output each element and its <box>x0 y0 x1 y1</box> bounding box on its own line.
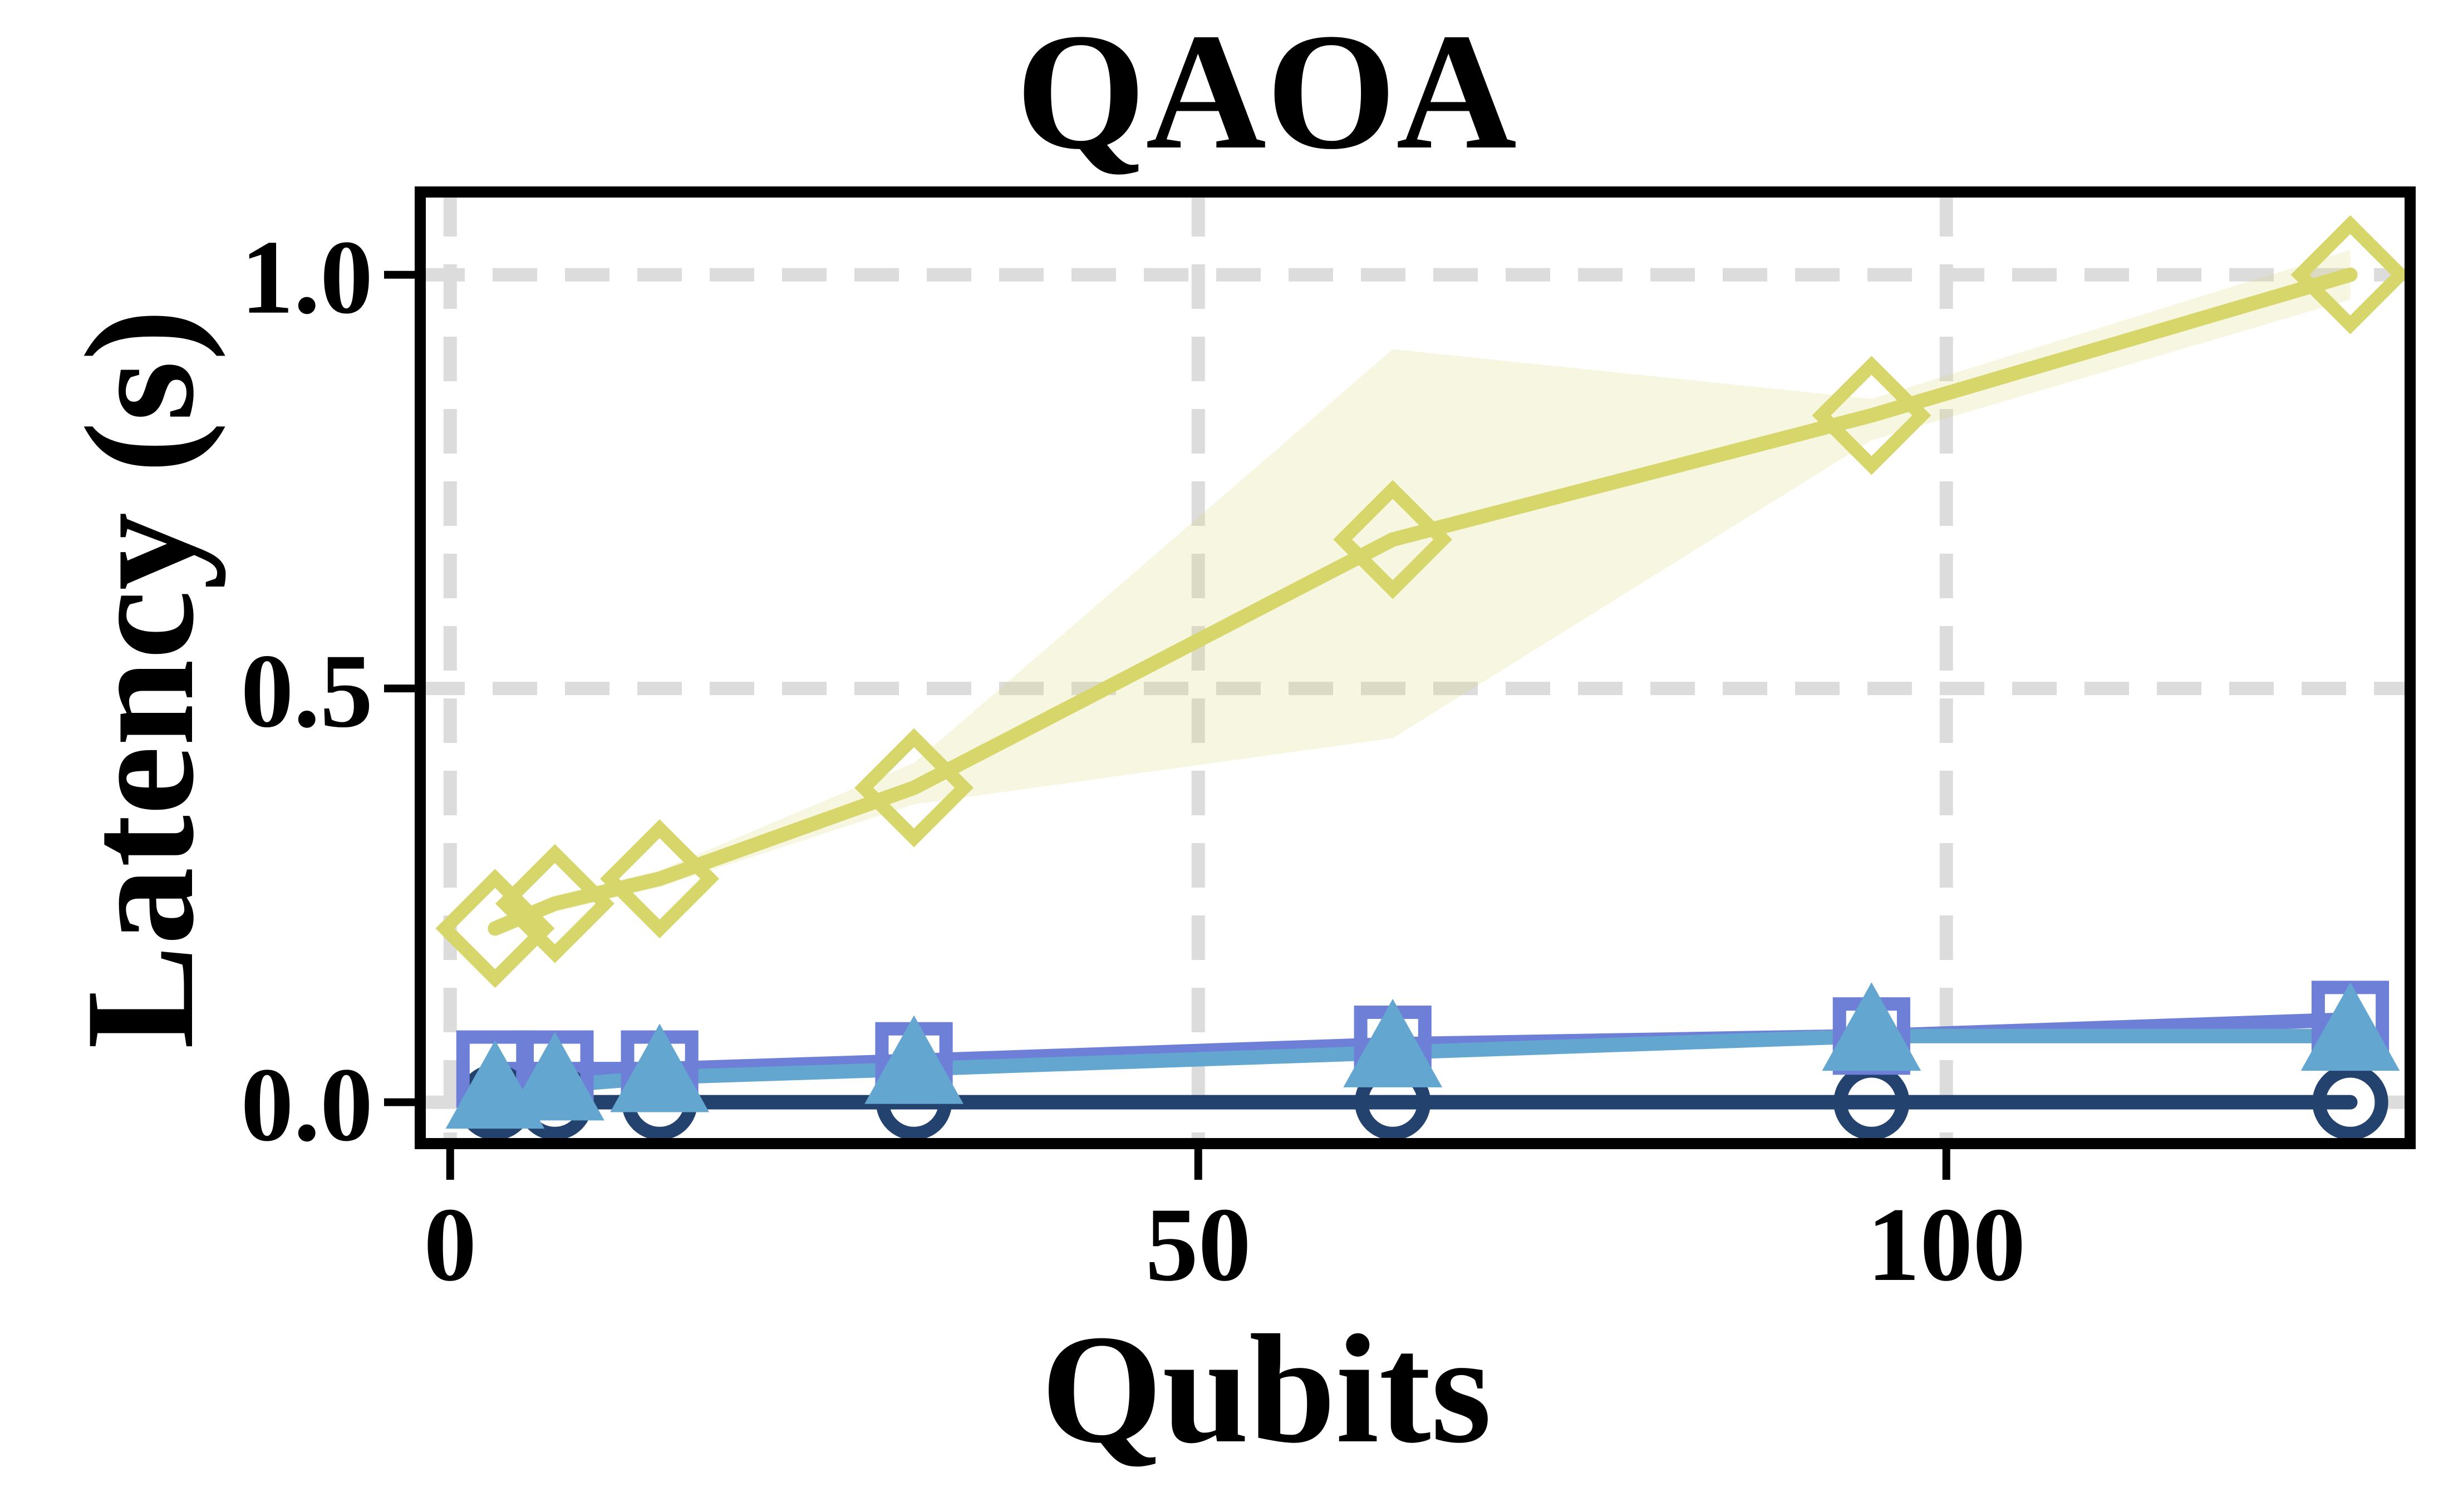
series-2-point-3 <box>864 1015 963 1104</box>
series-3-point-6 <box>2290 215 2410 334</box>
x-tick-label-0: 0 <box>424 1186 476 1303</box>
series-2-point-5 <box>1822 982 1921 1071</box>
series-3-point-1 <box>495 844 614 963</box>
x-axis-label: Qubits <box>1041 1302 1491 1475</box>
series-2-point-2 <box>610 1023 709 1112</box>
y-tick-label-0: 0.0 <box>241 1047 373 1164</box>
series-3-point-3 <box>854 728 974 848</box>
series-3-point-4 <box>1333 480 1453 599</box>
x-tick-label-2: 100 <box>1867 1186 2026 1303</box>
series-2-point-4 <box>1343 998 1443 1087</box>
series-3-point-0 <box>435 869 555 988</box>
series-3-line <box>488 267 2358 936</box>
series-markers <box>435 215 2410 1140</box>
y-tick-label-1: 0.5 <box>241 633 373 750</box>
series-2-point-6 <box>2300 982 2400 1071</box>
x-ticks: 0 50 100 <box>424 1149 2026 1303</box>
plot-frame <box>415 186 2416 1149</box>
chart-title: QAOA <box>1016 0 1517 184</box>
series-3-point-2 <box>600 819 720 939</box>
y-tick-label-2: 1.0 <box>241 219 373 336</box>
y-axis-label: Latency (s) <box>53 309 226 1049</box>
series-2-point-1 <box>505 1032 604 1121</box>
series-3-point-5 <box>1812 356 1931 475</box>
x-tick-label-1: 50 <box>1146 1186 1251 1303</box>
y-ticks: 0.0 0.5 1.0 <box>241 219 415 1164</box>
series-0-point-6 <box>2312 1064 2388 1140</box>
